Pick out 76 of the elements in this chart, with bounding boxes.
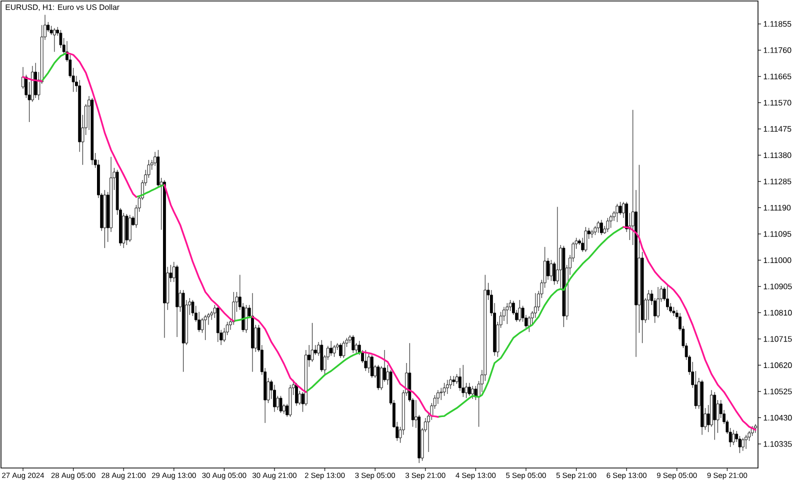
candlestick xyxy=(647,290,650,320)
y-tick-label: 1.11665 xyxy=(764,74,792,80)
candlestick xyxy=(436,390,440,404)
y-tick-label: 1.11000 xyxy=(764,257,792,264)
candlestick xyxy=(125,214,128,246)
candlestick xyxy=(452,376,456,386)
y-tick-label: 1.10715 xyxy=(764,336,792,342)
candlestick xyxy=(251,292,254,372)
candlestick xyxy=(122,212,126,248)
candlestick xyxy=(342,340,346,358)
candlestick xyxy=(719,400,722,418)
candlestick xyxy=(484,274,487,382)
candlestick xyxy=(176,264,178,338)
y-tick-label: 1.10525 xyxy=(764,388,792,394)
y-tick-label: 1.11190 xyxy=(764,204,791,211)
candlestick xyxy=(534,292,537,318)
candlestick xyxy=(506,302,509,324)
candlestick xyxy=(232,292,236,326)
candlestick xyxy=(449,376,452,390)
y-tick-label: 1.10620 xyxy=(764,362,792,368)
candlestick xyxy=(244,304,248,334)
y-tick-label: 1.10335 xyxy=(764,441,792,447)
candlestick xyxy=(666,284,669,310)
candlestick xyxy=(68,54,72,78)
candlestick xyxy=(376,364,380,390)
candlestick xyxy=(616,204,619,222)
candlestick xyxy=(440,388,443,400)
candlestick xyxy=(744,434,748,450)
candlestick xyxy=(103,190,106,248)
candlestick xyxy=(518,300,522,322)
candlestick xyxy=(339,342,342,358)
candlestick xyxy=(367,354,370,374)
y-tick-label: 1.11475 xyxy=(764,126,792,132)
candlestick xyxy=(713,392,716,440)
candlestick xyxy=(204,314,207,340)
candlestick xyxy=(198,312,200,332)
candlestick xyxy=(638,164,641,334)
candlestick xyxy=(370,354,374,378)
y-tick-label: 1.11760 xyxy=(764,47,792,54)
candlestick xyxy=(446,380,449,394)
candlestick xyxy=(596,220,600,234)
y-tick-label: 1.11855 xyxy=(764,21,792,27)
candlestick xyxy=(732,430,735,446)
candlestick xyxy=(502,306,506,322)
candlestick xyxy=(700,380,704,436)
candlestick xyxy=(609,214,612,228)
candlestick xyxy=(78,80,82,152)
candlestick xyxy=(273,384,276,412)
y-tick-label: 1.11095 xyxy=(764,231,792,237)
y-tick-label: 1.10430 xyxy=(764,414,792,421)
y-tick-label: 1.10905 xyxy=(764,284,792,290)
candlestick xyxy=(656,286,660,318)
candlestick xyxy=(462,364,465,398)
candlestick xyxy=(562,246,566,328)
y-tick-label: 1.11285 xyxy=(764,178,792,184)
y-tick-label: 1.11570 xyxy=(764,100,792,106)
candlestick xyxy=(207,312,210,326)
candlestick xyxy=(738,436,742,454)
candlestick xyxy=(210,310,214,320)
candlestick xyxy=(53,28,56,52)
candlestick xyxy=(30,66,34,102)
candlestick xyxy=(653,298,656,324)
candlestick xyxy=(110,156,112,232)
y-tick-label: 1.11380 xyxy=(764,152,792,158)
candlestick xyxy=(590,230,594,238)
candlestick xyxy=(508,300,512,312)
candlestick xyxy=(90,98,94,166)
candlestick xyxy=(182,290,185,372)
candlestick xyxy=(458,368,462,392)
candlestick xyxy=(550,260,553,282)
y-tick-label: 1.10810 xyxy=(764,310,792,316)
candlestick xyxy=(600,220,603,236)
candlestick xyxy=(471,386,474,400)
candlestick xyxy=(163,180,166,338)
candlestick xyxy=(320,340,324,372)
candlestick xyxy=(556,206,559,284)
